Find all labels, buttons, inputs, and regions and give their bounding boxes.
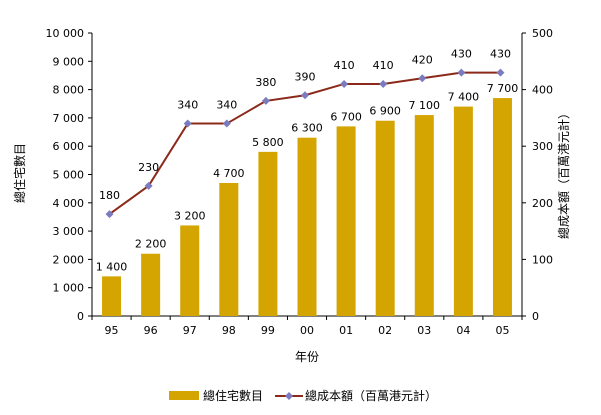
bar — [180, 225, 200, 316]
y-right-tick-label: 500 — [532, 27, 553, 40]
bar-value-label: 4 700 — [213, 167, 245, 180]
x-tick-label: 95 — [105, 324, 119, 337]
x-tick-label: 03 — [417, 324, 431, 337]
legend-bar-label: 總住宅數目 — [203, 388, 263, 403]
line-value-label: 180 — [99, 189, 120, 202]
y-left-tick-label: 1 000 — [53, 282, 85, 295]
legend-bar-swatch — [169, 391, 199, 400]
bar-value-label: 2 200 — [135, 238, 167, 251]
legend-line-marker — [285, 392, 293, 400]
line-value-label: 340 — [216, 99, 237, 112]
x-tick-label: 02 — [378, 324, 392, 337]
y-left-axis-title: 總住宅數目 — [12, 143, 27, 203]
bar-value-label: 7 700 — [487, 82, 519, 95]
bar-value-label: 1 400 — [96, 260, 128, 273]
data-labels: 1 400 2 200 3 200 4 700 5 800 6 300 6 700 6 900… — [96, 48, 518, 274]
line-marker — [261, 96, 270, 105]
bar-value-label: 7 400 — [448, 91, 480, 104]
x-tick-label: 96 — [144, 324, 158, 337]
line-marker — [340, 79, 349, 88]
y-left-tick-label: 9 000 — [53, 55, 85, 68]
bar — [258, 151, 278, 316]
y-left-tick-label: 4 000 — [53, 197, 85, 210]
bar — [453, 106, 473, 316]
y-left-tick-label: 5 000 — [53, 169, 85, 182]
y-right-tick-label: 200 — [532, 197, 553, 210]
bar — [414, 115, 434, 316]
bar — [141, 253, 161, 316]
y-right-tick-label: 400 — [532, 84, 553, 97]
y-left-tick-label: 3 000 — [53, 225, 85, 238]
line-marker — [496, 68, 505, 77]
bar-value-label: 3 200 — [174, 209, 206, 222]
x-tick-label: 99 — [261, 324, 275, 337]
bar — [102, 276, 122, 316]
bar-value-label: 7 100 — [409, 99, 441, 112]
line-value-label: 410 — [373, 59, 394, 72]
x-tick-label: 01 — [339, 324, 353, 337]
x-tick-label: 00 — [300, 324, 314, 337]
y-left-tick-label: 7 000 — [53, 112, 85, 125]
line-value-label: 410 — [334, 59, 355, 72]
line-value-label: 430 — [490, 48, 511, 61]
line-value-label: 340 — [177, 99, 198, 112]
line-series — [105, 68, 505, 219]
bar-value-label: 6 300 — [291, 122, 323, 135]
line-value-label: 420 — [412, 53, 433, 66]
x-tick-label: 98 — [222, 324, 236, 337]
line-marker — [183, 119, 192, 128]
bar-series — [102, 98, 512, 316]
line-marker — [418, 74, 427, 83]
y-right-tick-label: 300 — [532, 140, 553, 153]
line-value-label: 230 — [138, 161, 159, 174]
y-right-tick-label: 100 — [532, 253, 553, 266]
legend: 總住宅數目 總成本額（百萬港元計） — [169, 388, 437, 403]
line-value-label: 430 — [451, 48, 472, 61]
line-marker — [457, 68, 466, 77]
bar — [375, 120, 395, 316]
line-marker — [222, 119, 231, 128]
line-marker — [301, 91, 309, 100]
bar-value-label: 5 800 — [252, 136, 284, 149]
x-tick-label: 97 — [183, 324, 197, 337]
line-marker — [144, 181, 153, 190]
y-right-axis-title: 總成本額（百萬港元計） — [556, 107, 571, 239]
bar — [219, 182, 239, 316]
y-right-tick-label: 0 — [532, 310, 539, 323]
y-left-tick-label: 2 000 — [53, 253, 85, 266]
y-left-tick-label: 10 000 — [46, 27, 85, 40]
y-left-tick-label: 6 000 — [53, 140, 85, 153]
bar — [492, 98, 512, 316]
bar — [336, 126, 356, 316]
legend-line-label: 總成本額（百萬港元計） — [305, 388, 437, 403]
x-tick-label: 05 — [495, 324, 509, 337]
x-axis-title: 年份 — [295, 350, 319, 364]
bar — [297, 137, 317, 316]
x-tick-label: 04 — [456, 324, 470, 337]
bar-value-label: 6 700 — [330, 110, 362, 123]
line-value-label: 390 — [295, 70, 316, 83]
y-left-tick-label: 8 000 — [53, 84, 85, 97]
line-marker — [105, 210, 114, 219]
y-left-tick-label: 0 — [77, 310, 84, 323]
line-marker — [379, 79, 388, 88]
line-value-label: 380 — [255, 76, 276, 89]
bar-value-label: 6 900 — [369, 105, 401, 118]
